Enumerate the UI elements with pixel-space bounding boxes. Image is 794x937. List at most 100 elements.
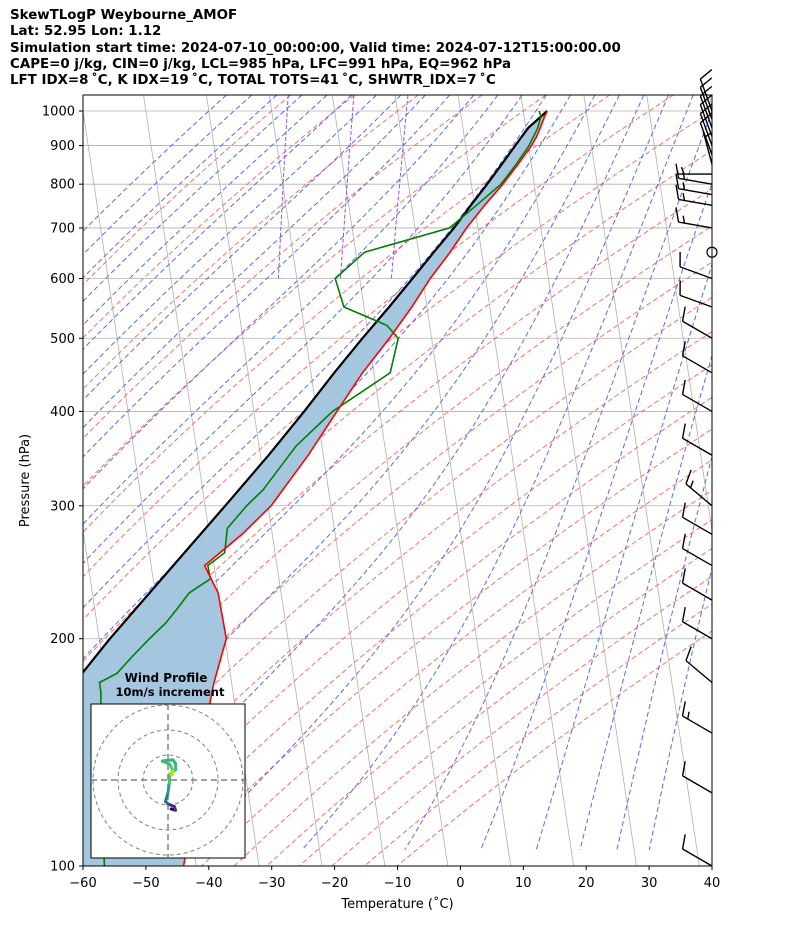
wind-barb (699, 94, 713, 137)
wind-barb (681, 761, 713, 794)
wind-barb-half-flag (682, 193, 686, 201)
y-axis-label: Pressure (hPa) (18, 434, 33, 527)
x-tick-label: −20 (321, 876, 348, 891)
dry-adiabat-line (83, 95, 674, 578)
x-tick-label: −10 (384, 876, 411, 891)
y-tick-label: 600 (50, 272, 75, 287)
moist-adiabat-line (83, 95, 523, 565)
wind-barb-staff (679, 294, 713, 308)
wind-barb-staff (699, 95, 713, 129)
convective-indices: CAPE=0 j/kg, CIN=0 j/kg, LCL=985 hPa, LF… (10, 56, 512, 72)
isotherm-line (0, 95, 8, 866)
wind-barb-flag (699, 85, 713, 97)
calm-wind-marker (706, 246, 718, 258)
moist-adiabat-line (579, 354, 712, 851)
wind-barb-flag (681, 834, 686, 850)
wind-barb (681, 533, 713, 567)
isotherm-line (268, 95, 386, 866)
x-axis-label: Temperature (˚C) (340, 896, 453, 912)
dry-adiabat-line (83, 95, 547, 487)
wind-barb-flag (681, 533, 686, 549)
wind-barb-staff (682, 320, 713, 339)
wind-barb (702, 131, 713, 165)
wind-barb-flag (675, 207, 680, 223)
y-tick-label: 900 (50, 139, 75, 154)
wind-barb-staff (682, 621, 713, 640)
wind-barb (681, 502, 713, 535)
dry-adiabat-line (83, 296, 712, 818)
moist-adiabat-line (83, 95, 278, 279)
y-tick-label: 200 (50, 632, 75, 647)
x-tick-label: −40 (195, 876, 222, 891)
moist-adiabat-line (83, 95, 353, 350)
wind-barb (685, 469, 713, 507)
wind-barb-flag (675, 184, 680, 200)
wind-barb-flag (699, 103, 713, 115)
hodograph-segment (167, 772, 172, 785)
isotherm-line (457, 95, 574, 866)
hodograph-segment (163, 791, 170, 803)
wind-barb-flag (681, 606, 686, 622)
wind-barb-flag (681, 761, 686, 776)
wind-barb-flag (699, 94, 713, 106)
wind-barb-flag (685, 646, 692, 661)
moist-adiabat-line (83, 95, 547, 609)
wind-barb-staff (682, 715, 713, 734)
wind-barb-flag (699, 112, 713, 124)
wind-barb-staff (685, 660, 713, 684)
wind-barb (675, 207, 713, 229)
stability-indices: LFT IDX=8 ˚C, K IDX=19 ˚C, TOTAL TOTS=41… (10, 73, 496, 89)
wind-barb (699, 103, 713, 146)
wind-barb-half-flag (682, 215, 686, 224)
wind-barb-staff (682, 393, 713, 413)
wind-barb-staff (682, 516, 713, 535)
wind-barb (681, 379, 713, 413)
wind-barb-flag (681, 423, 686, 439)
figure-title: SkewTLogP Weybourne_AMOF (10, 8, 238, 23)
dry-adiabat-line (83, 261, 712, 781)
x-tick-label: 10 (515, 876, 532, 891)
moist-adiabat-line (535, 263, 712, 851)
wind-barb-staff (682, 547, 713, 567)
dry-adiabat-line (266, 519, 712, 866)
wind-barb-flag (679, 251, 681, 267)
moist-adiabat-line (83, 95, 475, 490)
wind-barb (681, 568, 713, 601)
mixing-ratio-line (340, 95, 355, 279)
moist-adiabat-line (83, 95, 402, 401)
wind-barb-staff (679, 266, 713, 280)
x-tick-label: −30 (258, 876, 285, 891)
moist-adiabat-line (616, 455, 712, 851)
dry-adiabat-line (83, 331, 712, 854)
moist-adiabat-line (648, 565, 712, 851)
simulation-time: Simulation start time: 2024-07-10_00:00:… (10, 40, 621, 56)
moist-adiabat-line (83, 95, 499, 525)
wind-barb (681, 341, 713, 374)
wind-barb-staff (682, 355, 713, 374)
moist-adiabat-line (83, 95, 227, 232)
wind-barb (681, 701, 713, 734)
moist-adiabat-line (83, 95, 596, 719)
dry-adiabat-line (83, 110, 712, 621)
x-tick-label: 40 (704, 876, 721, 891)
wind-barb-staff (685, 483, 713, 507)
moist-adiabat-line (83, 95, 377, 375)
y-tick-label: 400 (50, 405, 75, 420)
moist-adiabat-line (404, 109, 712, 851)
wind-barb-staff (699, 122, 713, 156)
dry-adiabat-line (83, 95, 483, 440)
x-tick-label: 0 (456, 876, 464, 891)
isotherm-line (709, 95, 712, 114)
wind-barb-flag (681, 568, 686, 584)
y-tick-label: 800 (50, 178, 75, 193)
wind-barb-flag (681, 502, 686, 518)
dry-adiabat-line (83, 225, 712, 743)
x-tick-label: 30 (641, 876, 658, 891)
hodograph-segment (166, 781, 171, 795)
temperature-profile-line (182, 110, 548, 866)
wind-barb-staff (699, 113, 713, 146)
wind-barb-flag (699, 69, 713, 80)
y-tick-label: 500 (50, 332, 75, 347)
wind-barb-staff (682, 775, 713, 794)
moist-adiabat-line (83, 95, 620, 789)
